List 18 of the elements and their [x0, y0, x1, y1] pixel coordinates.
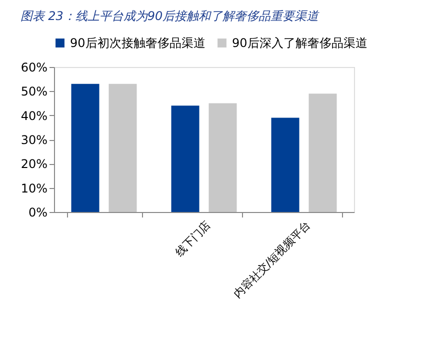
bar [108, 84, 137, 212]
y-tick-label: 10% [20, 181, 48, 196]
chart-title: 图表 23：线上平台成为90后接触和了解奢侈品重要渠道 [20, 9, 320, 23]
x-tick-label: 线下门店 [172, 218, 213, 260]
y-tick-label: 0% [28, 206, 48, 220]
bar [71, 84, 100, 212]
y-tick-label: 20% [20, 157, 48, 172]
y-tick-label: 40% [20, 108, 48, 123]
legend-label: 90后初次接触奢侈品渠道 [70, 36, 206, 50]
y-tick-label: 60% [20, 60, 48, 74]
y-tick-label: 30% [20, 133, 48, 147]
x-tick-label: 内容社交/短视频平台 [231, 218, 313, 301]
bar [271, 118, 300, 212]
bar [171, 106, 200, 212]
bar [308, 94, 337, 212]
y-tick-label: 50% [20, 84, 48, 99]
bar [208, 103, 237, 212]
legend-label: 90后深入了解奢侈品渠道 [232, 36, 368, 50]
